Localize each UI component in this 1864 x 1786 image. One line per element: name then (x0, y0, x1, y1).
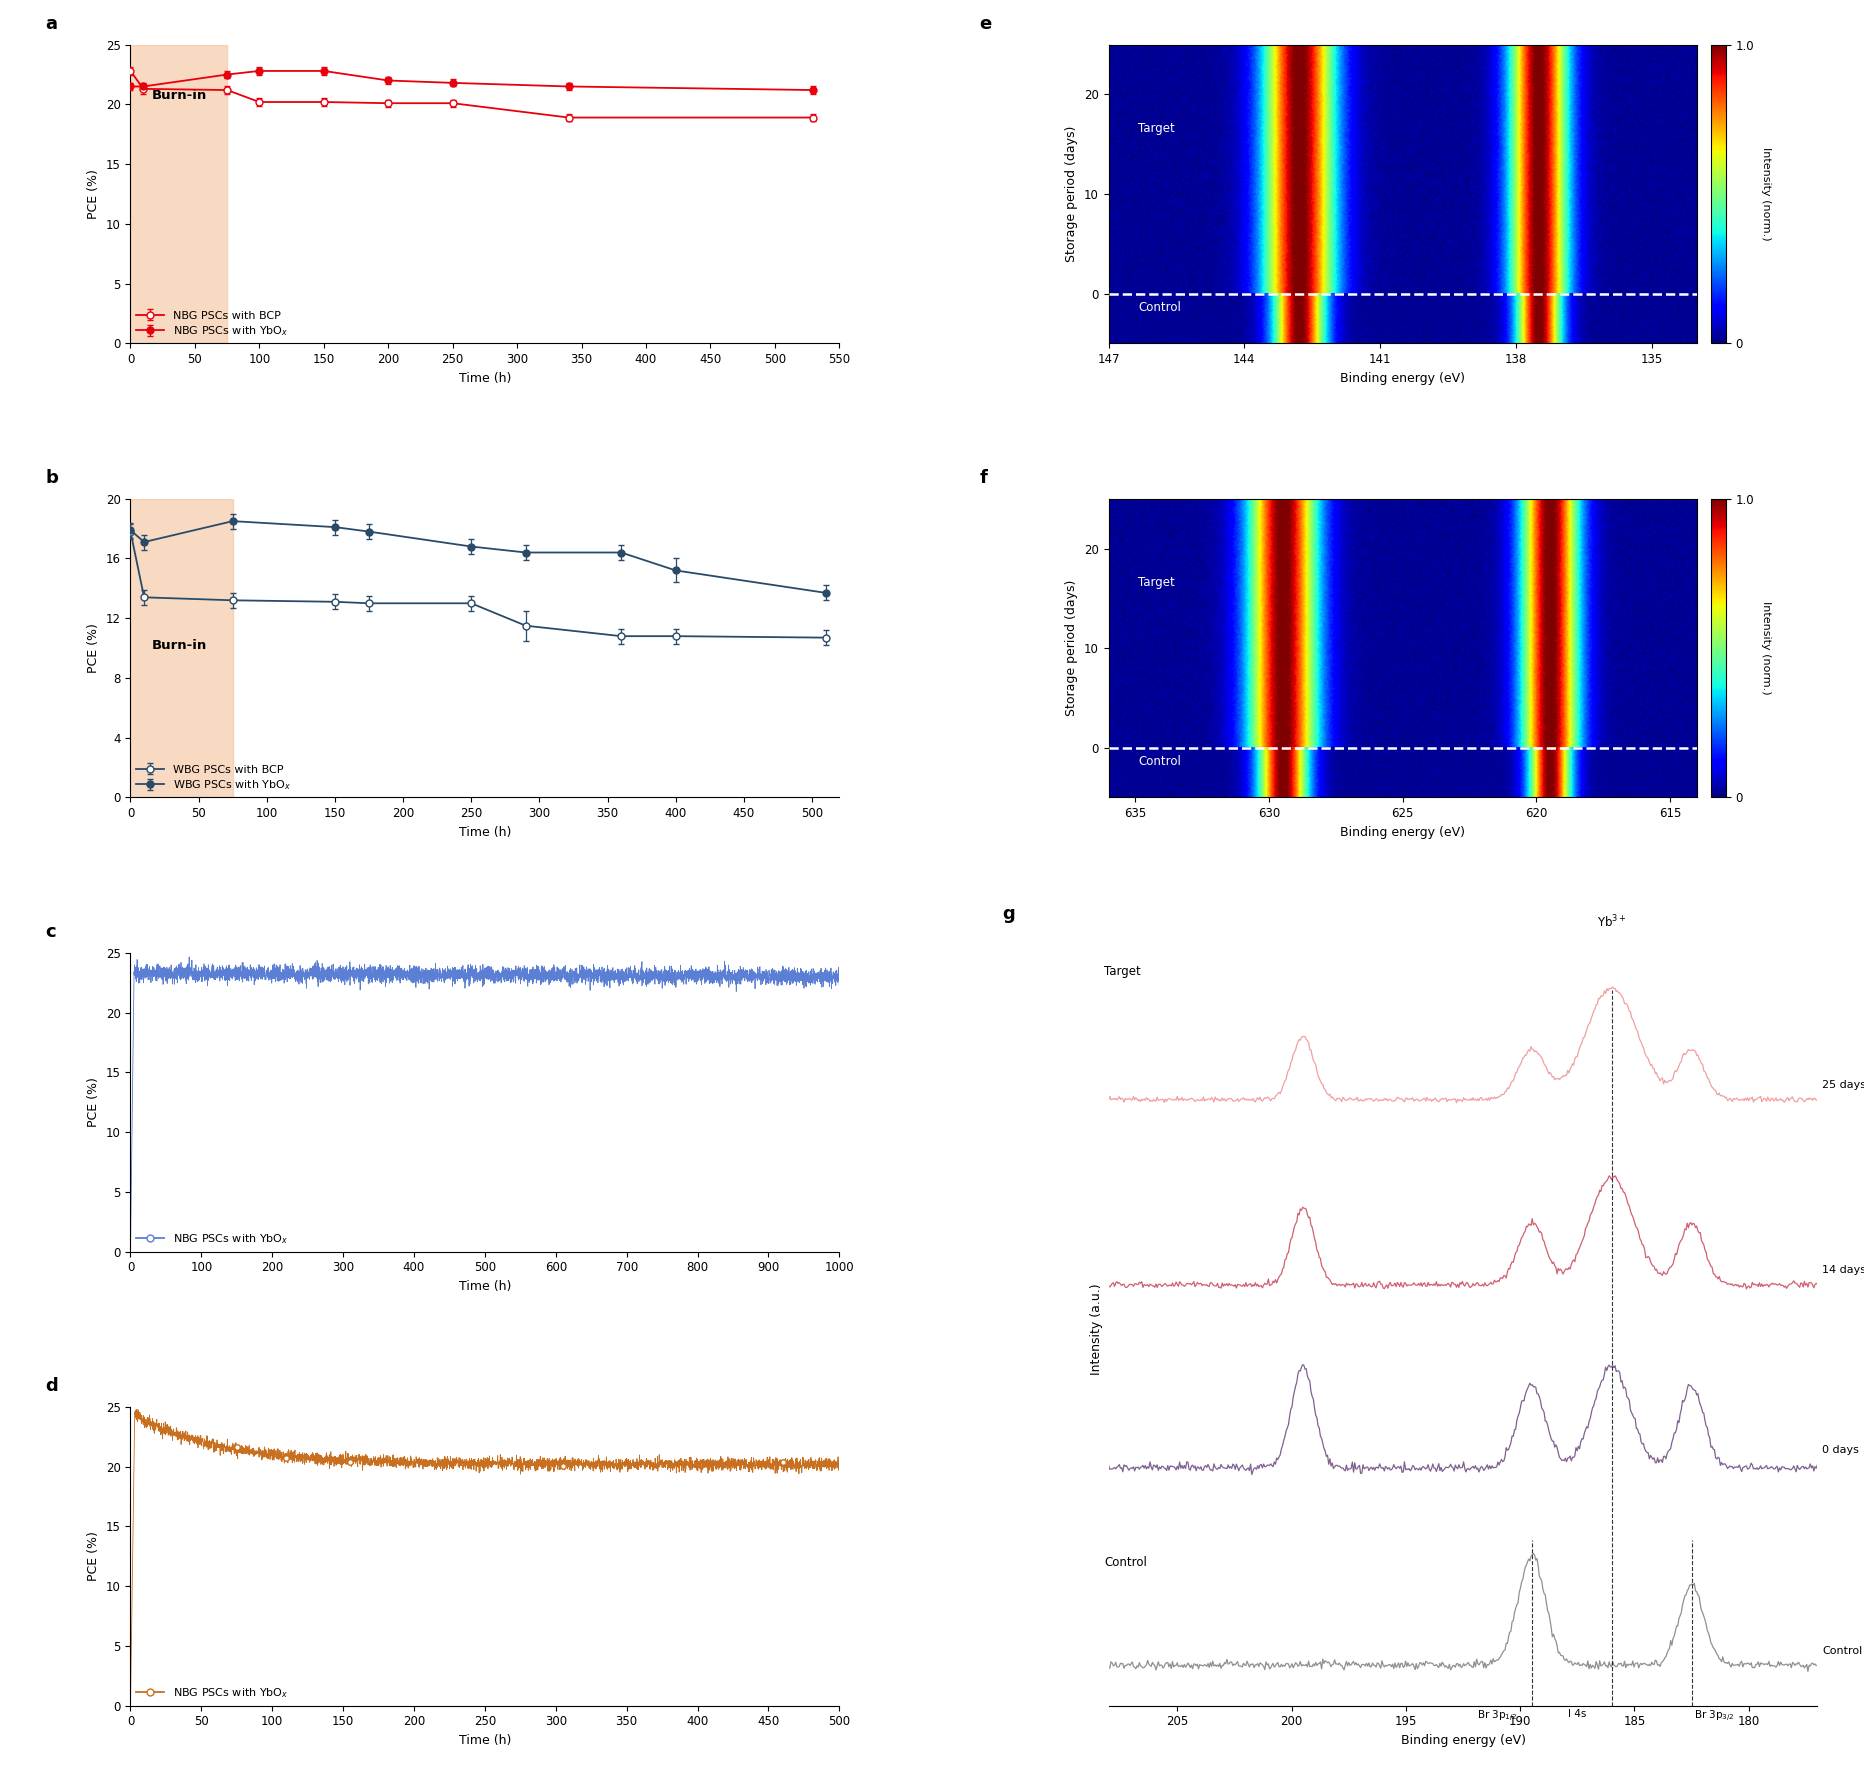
Y-axis label: Storage period (days): Storage period (days) (1066, 125, 1079, 263)
Y-axis label: PCE (%): PCE (%) (88, 1077, 101, 1127)
Y-axis label: Intensity (norm.): Intensity (norm.) (1761, 602, 1771, 695)
Legend: NBG PSCs with YbO$_x$: NBG PSCs with YbO$_x$ (136, 1686, 289, 1700)
Text: e: e (979, 14, 992, 32)
Legend: WBG PSCs with BCP, WBG PSCs with YbO$_x$: WBG PSCs with BCP, WBG PSCs with YbO$_x$ (136, 764, 291, 791)
Text: b: b (45, 468, 58, 488)
Legend: NBG PSCs with YbO$_x$: NBG PSCs with YbO$_x$ (136, 1232, 289, 1247)
Text: Target: Target (1139, 121, 1174, 134)
Legend: NBG PSCs with BCP, NBG PSCs with YbO$_x$: NBG PSCs with BCP, NBG PSCs with YbO$_x$ (136, 311, 289, 338)
Y-axis label: Storage period (days): Storage period (days) (1066, 580, 1079, 716)
Y-axis label: PCE (%): PCE (%) (88, 1531, 101, 1581)
X-axis label: Binding energy (eV): Binding energy (eV) (1400, 1734, 1525, 1747)
Text: Target: Target (1139, 575, 1174, 589)
Bar (130, 45, 227, 343)
X-axis label: Binding energy (eV): Binding energy (eV) (1340, 371, 1465, 384)
Y-axis label: Intensity (a.u.): Intensity (a.u.) (1090, 1284, 1103, 1375)
Text: Control: Control (1103, 1556, 1146, 1570)
Text: Control: Control (1821, 1647, 1862, 1656)
Text: d: d (45, 1377, 58, 1395)
Text: Yb$^{3+}$: Yb$^{3+}$ (1597, 914, 1627, 931)
X-axis label: Time (h): Time (h) (459, 1734, 511, 1747)
X-axis label: Binding energy (eV): Binding energy (eV) (1340, 825, 1465, 839)
Text: Br 3p$_{1/2}$: Br 3p$_{1/2}$ (1476, 1709, 1517, 1723)
Text: Control: Control (1139, 755, 1182, 768)
Y-axis label: PCE (%): PCE (%) (88, 170, 101, 220)
X-axis label: Time (h): Time (h) (459, 371, 511, 384)
Text: a: a (45, 14, 58, 32)
Text: Control: Control (1139, 302, 1182, 314)
Text: Br 3p$_{3/2}$: Br 3p$_{3/2}$ (1694, 1709, 1735, 1723)
Text: Burn-in: Burn-in (151, 89, 207, 102)
Text: Burn-in: Burn-in (151, 639, 207, 652)
X-axis label: Time (h): Time (h) (459, 1281, 511, 1293)
Text: 25 days: 25 days (1821, 1081, 1864, 1091)
Y-axis label: Intensity (norm.): Intensity (norm.) (1761, 146, 1771, 241)
Bar (130, 498, 233, 798)
Text: f: f (979, 468, 988, 488)
Text: c: c (45, 923, 56, 941)
Y-axis label: PCE (%): PCE (%) (88, 623, 101, 673)
Text: Target: Target (1103, 964, 1141, 977)
Text: 14 days: 14 days (1821, 1264, 1864, 1275)
Text: g: g (1003, 906, 1016, 923)
X-axis label: Time (h): Time (h) (459, 825, 511, 839)
Text: 0 days: 0 days (1821, 1445, 1858, 1456)
Text: I 4s: I 4s (1568, 1709, 1586, 1720)
